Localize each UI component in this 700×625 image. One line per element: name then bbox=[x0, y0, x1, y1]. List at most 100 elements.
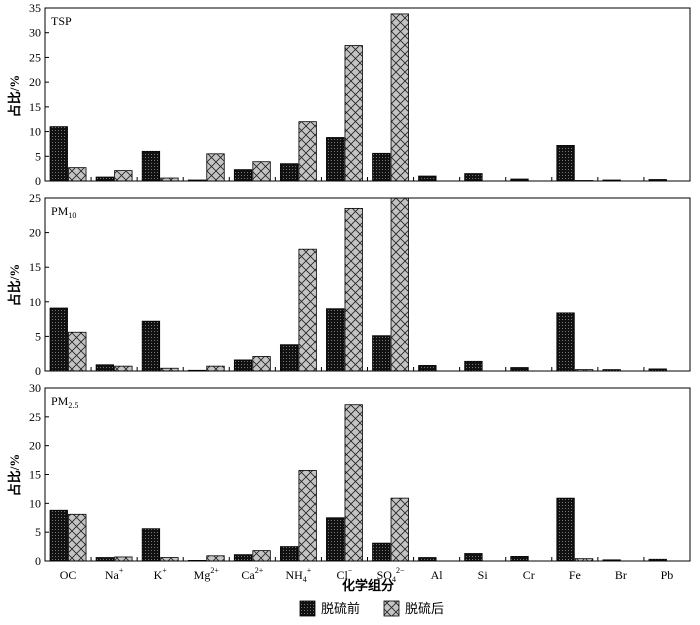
legend: 脱硫前 脱硫后 bbox=[299, 600, 444, 617]
y-tick-label: 15 bbox=[29, 100, 41, 114]
bar-p2-s1-fe bbox=[556, 312, 575, 372]
y-tick-label: 25 bbox=[29, 50, 41, 64]
y-axis-label-3: 占比/% bbox=[7, 454, 22, 497]
bar-p2-s1-na bbox=[95, 364, 115, 372]
bar-p3-s1-ca bbox=[233, 554, 253, 562]
bar-p2-s1-cl bbox=[326, 308, 345, 372]
x-tick-label-si: Si bbox=[478, 568, 489, 582]
y-tick-label: 10 bbox=[29, 295, 41, 309]
bar-p1-s2-mg bbox=[206, 153, 225, 182]
bar-p3-s1-na bbox=[95, 557, 115, 562]
bar-p3-s1-al bbox=[418, 557, 437, 562]
bar-p1-s1-al bbox=[418, 175, 437, 182]
bar-p2-s2-so bbox=[390, 197, 409, 372]
bar-p2-s1-ca bbox=[233, 359, 253, 372]
bar-p1-s2-so bbox=[390, 13, 409, 182]
bar-p1-s1-si bbox=[464, 173, 483, 182]
legend-label-before: 脱硫前 bbox=[321, 601, 360, 616]
y-tick-label: 10 bbox=[29, 125, 41, 139]
y-tick-label: 30 bbox=[29, 26, 41, 40]
bar-p3-s2-ca bbox=[252, 550, 271, 562]
bar-p3-s2-so bbox=[390, 497, 409, 562]
y-tick-label: 0 bbox=[35, 554, 41, 568]
x-tick-label-cr: Cr bbox=[523, 568, 535, 582]
y-tick-label: 20 bbox=[29, 226, 41, 240]
x-tick-label-mg: Mg2+ bbox=[194, 566, 220, 582]
bar-p1-s1-k bbox=[141, 150, 161, 182]
y-tick-label: 0 bbox=[35, 174, 41, 188]
bar-p2-s1-oc bbox=[49, 307, 68, 372]
bar-p1-s2-cl bbox=[344, 45, 363, 182]
y-tick-label: 20 bbox=[29, 439, 41, 453]
panel-2: 0 5 10 15 20 25 PM10 bbox=[29, 191, 691, 378]
y-tick-label: 15 bbox=[29, 260, 41, 274]
plot-area: 0 5 10 15 20 25 30 35 TSP 0 5 10 15 20 25 PM10 0 5 10 15 20 2… bbox=[29, 1, 691, 584]
bar-p2-s2-na bbox=[114, 365, 133, 372]
x-tick-label-ca: Ca2+ bbox=[241, 566, 263, 582]
panel-label-1: TSP bbox=[51, 14, 72, 28]
bar-p2-s1-si bbox=[464, 360, 483, 372]
legend-swatch-after bbox=[383, 600, 400, 617]
y-tick-label: 25 bbox=[29, 191, 41, 205]
panel-1: 0 5 10 15 20 25 30 35 TSP bbox=[29, 1, 691, 188]
bar-p2-s2-nh bbox=[298, 248, 317, 372]
bar-p3-s2-mg bbox=[206, 555, 225, 562]
bar-p3-s1-k bbox=[141, 528, 161, 562]
bar-p1-s1-na bbox=[95, 176, 115, 182]
bar-p2-s1-k bbox=[141, 320, 161, 372]
bar-p2-s1-so bbox=[372, 335, 391, 372]
bar-p1-s2-nh bbox=[298, 121, 317, 182]
bar-p3-s1-cl bbox=[326, 517, 345, 562]
bar-p2-s1-cr bbox=[510, 367, 529, 372]
x-tick-label-nh: NH4+ bbox=[285, 566, 311, 584]
y-tick-label: 5 bbox=[35, 329, 41, 343]
bar-p3-s1-oc bbox=[49, 509, 68, 562]
panel-frame-3 bbox=[44, 387, 691, 562]
bar-p1-s1-so bbox=[372, 152, 391, 182]
y-tick-label: 5 bbox=[35, 525, 41, 539]
y-tick-label: 0 bbox=[35, 364, 41, 378]
bar-p3-s1-fe bbox=[556, 497, 575, 562]
panel-frame-1 bbox=[44, 7, 691, 182]
bar-p1-s2-oc bbox=[68, 167, 87, 182]
x-tick-label-cl: Cl− bbox=[337, 566, 353, 582]
bar-p2-s1-nh bbox=[279, 344, 299, 372]
panel-frame-2 bbox=[44, 197, 691, 372]
bar-p3-s2-na bbox=[114, 556, 133, 562]
x-tick-label-pb: Pb bbox=[661, 568, 674, 582]
panel-label-3: PM2.5 bbox=[51, 394, 78, 410]
bar-p2-s2-cl bbox=[344, 207, 363, 372]
bar-p2-s1-al bbox=[418, 365, 437, 372]
y-axis-label-2: 占比/% bbox=[7, 264, 22, 307]
bar-p1-s1-ca bbox=[233, 169, 253, 182]
bar-p2-s2-oc bbox=[68, 331, 87, 372]
x-tick-label-oc: OC bbox=[60, 568, 77, 582]
bar-p1-s1-fe bbox=[556, 145, 575, 182]
y-axis-label-1: 占比/% bbox=[7, 75, 22, 118]
bar-p3-s1-nh bbox=[279, 546, 299, 562]
bar-p3-s2-k bbox=[160, 557, 179, 562]
bar-p3-s1-cr bbox=[510, 555, 529, 562]
legend-swatch-before bbox=[299, 600, 316, 617]
y-tick-label: 15 bbox=[29, 468, 41, 482]
bar-p3-s2-cl bbox=[344, 404, 363, 562]
x-tick-label-k: K+ bbox=[154, 566, 168, 582]
bar-p3-s2-nh bbox=[298, 470, 317, 562]
y-tick-label: 25 bbox=[29, 410, 41, 424]
x-axis-label: 化学组分 bbox=[342, 578, 394, 593]
bar-p1-s2-ca bbox=[252, 161, 271, 182]
bar-p2-s2-ca bbox=[252, 356, 271, 372]
y-tick-label: 10 bbox=[29, 496, 41, 510]
y-tick-label: 30 bbox=[29, 381, 41, 395]
bar-p1-s1-cl bbox=[326, 137, 345, 182]
y-tick-label: 20 bbox=[29, 75, 41, 89]
panel-3: 0 5 10 15 20 25 30 PM2.5 bbox=[29, 381, 691, 568]
x-tick-label-so: SO42− bbox=[377, 566, 405, 584]
y-tick-label: 5 bbox=[35, 149, 41, 163]
bar-p3-s1-si bbox=[464, 553, 483, 562]
x-tick-label-fe: Fe bbox=[569, 568, 581, 582]
x-tick-label-al: Al bbox=[431, 568, 444, 582]
bar-p2-s2-mg bbox=[206, 365, 225, 372]
x-tick-label-br: Br bbox=[615, 568, 627, 582]
